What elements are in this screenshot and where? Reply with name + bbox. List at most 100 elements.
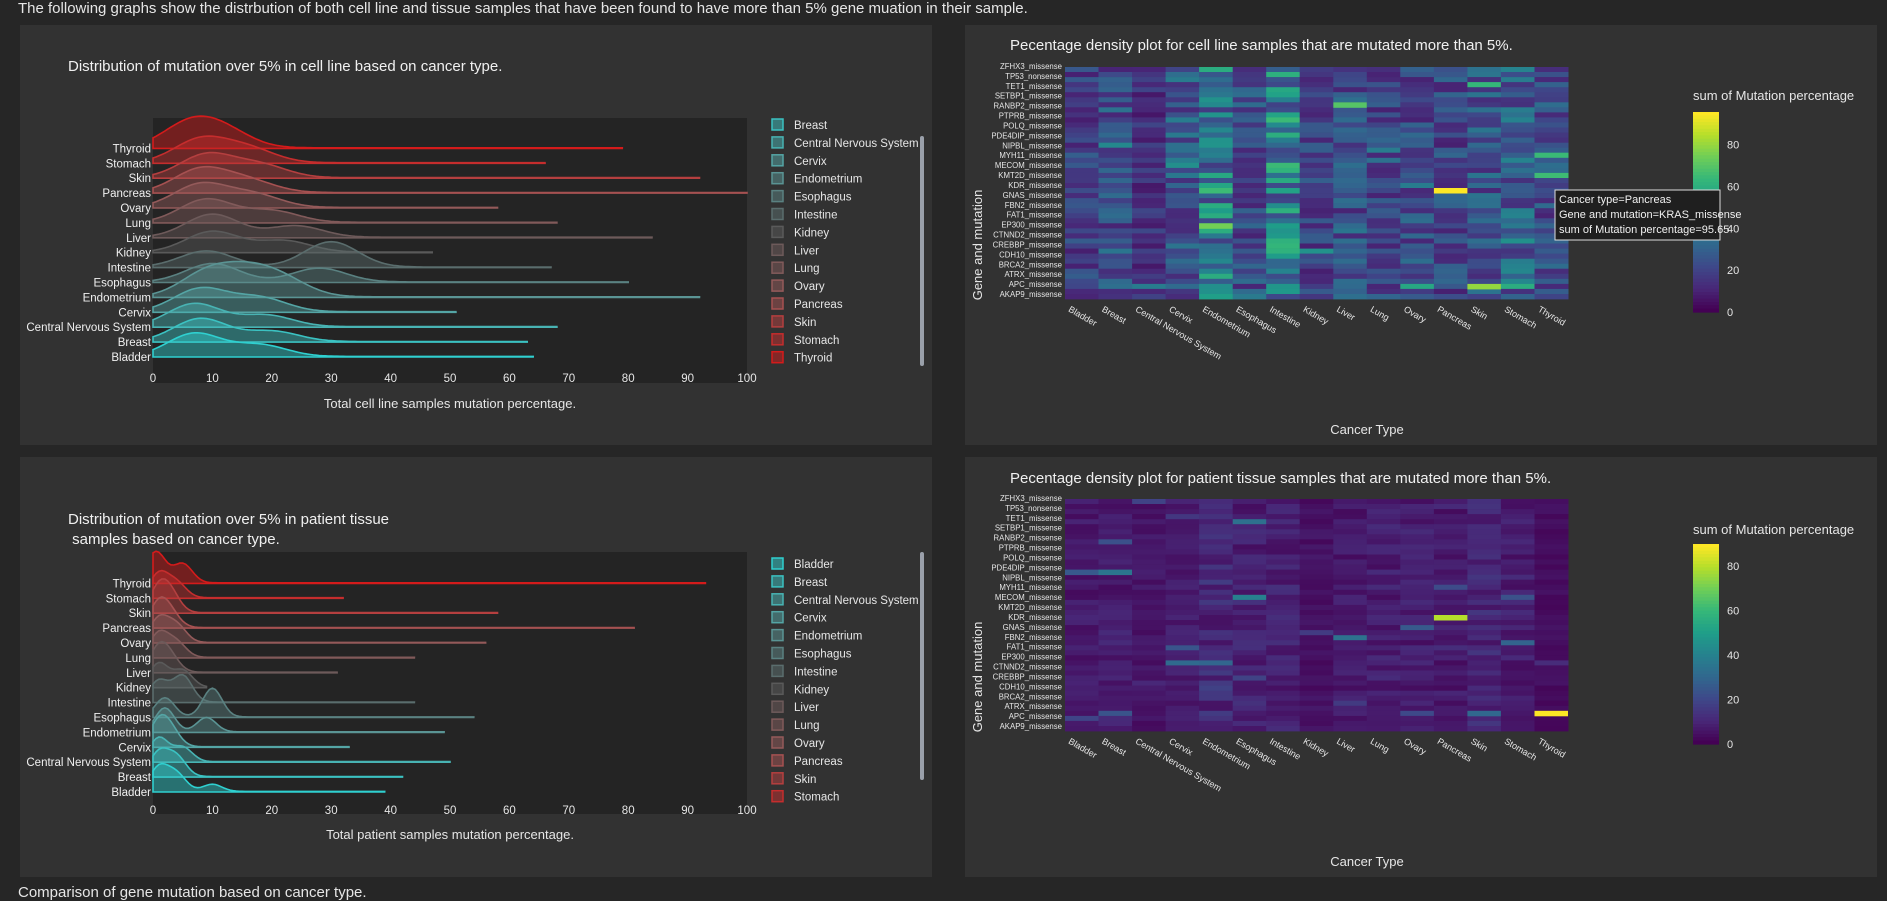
legend-swatch[interactable] (771, 261, 784, 274)
heat-cell[interactable] (1433, 107, 1468, 113)
heat-cell[interactable] (1534, 172, 1569, 179)
legend-item[interactable]: Endometrium (794, 631, 862, 643)
heat-cell[interactable] (1433, 589, 1468, 596)
heat-cell[interactable] (1098, 665, 1133, 671)
heat-cell[interactable] (1433, 524, 1468, 530)
heat-cell[interactable] (1098, 650, 1133, 656)
heat-cell[interactable] (1098, 162, 1133, 169)
heat-cell[interactable] (1433, 283, 1468, 290)
heat-cell[interactable] (1232, 263, 1267, 270)
heat-cell[interactable] (1232, 178, 1267, 184)
heat-cell[interactable] (1534, 72, 1569, 78)
heat-cell[interactable] (1333, 283, 1368, 290)
heat-cell[interactable] (1534, 524, 1569, 530)
heat-cell[interactable] (1165, 283, 1200, 290)
heat-cell[interactable] (1065, 147, 1099, 154)
heat-cell[interactable] (1065, 519, 1099, 525)
heat-cell[interactable] (1232, 574, 1267, 581)
heat-cell[interactable] (1467, 127, 1502, 133)
heat-cell[interactable] (1467, 288, 1502, 295)
heat-cell[interactable] (1534, 223, 1569, 229)
heat-cell[interactable] (1199, 549, 1234, 555)
heat-cell[interactable] (1467, 670, 1502, 676)
heat-cell[interactable] (1467, 82, 1502, 88)
heat-cell[interactable] (1333, 172, 1368, 179)
heat-cell[interactable] (1534, 499, 1569, 505)
heat-cell[interactable] (1266, 589, 1301, 596)
heat-cell[interactable] (1232, 167, 1267, 174)
heat-cell[interactable] (1500, 509, 1535, 515)
heat-cell[interactable] (1333, 137, 1368, 143)
heat-cell[interactable] (1098, 178, 1133, 184)
heat-cell[interactable] (1333, 610, 1368, 616)
heat-cell[interactable] (1098, 188, 1133, 194)
heat-cell[interactable] (1467, 248, 1502, 254)
heat-cell[interactable] (1132, 198, 1167, 204)
heat-cell[interactable] (1165, 544, 1200, 550)
heat-cell[interactable] (1165, 539, 1200, 545)
heat-cell[interactable] (1366, 710, 1401, 717)
heat-cell[interactable] (1333, 715, 1368, 722)
heat-cell[interactable] (1098, 152, 1133, 159)
heat-cell[interactable] (1366, 203, 1401, 209)
heat-cell[interactable] (1065, 278, 1099, 285)
heat-cell[interactable] (1333, 183, 1368, 189)
heat-cell[interactable] (1433, 569, 1468, 575)
heat-cell[interactable] (1132, 137, 1167, 143)
heat-cell-highlight[interactable] (1534, 710, 1569, 717)
heat-cell[interactable] (1333, 278, 1368, 285)
heat-cell[interactable] (1065, 233, 1099, 239)
heat-cell[interactable] (1333, 655, 1368, 661)
heat-cell[interactable] (1199, 635, 1234, 641)
heat-cell[interactable] (1232, 193, 1267, 199)
heat-cell[interactable] (1366, 620, 1401, 626)
legend-item[interactable]: Liver (794, 245, 819, 257)
heat-cell[interactable] (1098, 238, 1133, 244)
heat-cell[interactable] (1433, 167, 1468, 174)
heat-cell[interactable] (1299, 142, 1334, 149)
heat-cell[interactable] (1266, 700, 1301, 707)
heat-cell[interactable] (1065, 72, 1099, 78)
legend-item[interactable]: Intestine (794, 666, 837, 678)
heat-cell[interactable] (1433, 529, 1468, 535)
heat-cell[interactable] (1534, 720, 1569, 727)
heat-cell[interactable] (1199, 604, 1234, 611)
heat-cell[interactable] (1065, 529, 1099, 535)
heat-cell[interactable] (1199, 710, 1234, 717)
heat-cell[interactable] (1400, 650, 1435, 656)
heat-cell[interactable] (1199, 665, 1234, 671)
heat-cell[interactable] (1199, 167, 1234, 174)
heat-cell[interactable] (1299, 630, 1334, 636)
heat-cell[interactable] (1165, 685, 1200, 691)
heat-cell[interactable] (1500, 549, 1535, 555)
heat-cell[interactable] (1098, 248, 1133, 254)
heat-cell[interactable] (1132, 695, 1167, 702)
heat-cell[interactable] (1534, 127, 1569, 133)
heat-cell[interactable] (1065, 67, 1099, 73)
heat-cell[interactable] (1400, 112, 1435, 118)
heat-cell[interactable] (1299, 509, 1334, 515)
heat-cell[interactable] (1467, 685, 1502, 691)
heat-cell[interactable] (1500, 157, 1535, 164)
heat-cell[interactable] (1065, 524, 1099, 530)
heat-cell[interactable] (1165, 102, 1200, 108)
heat-cell[interactable] (1098, 258, 1133, 265)
heat-cell[interactable] (1299, 294, 1334, 300)
heat-cell[interactable] (1433, 610, 1468, 616)
heat-cell[interactable] (1065, 172, 1099, 179)
heat-cell[interactable] (1366, 132, 1401, 138)
heat-cell[interactable] (1132, 645, 1167, 651)
heat-cell[interactable] (1098, 193, 1133, 199)
heat-cell[interactable] (1366, 579, 1401, 586)
legend-swatch[interactable] (771, 350, 784, 364)
heat-cell[interactable] (1065, 554, 1099, 560)
heat-cell[interactable] (1500, 102, 1535, 108)
heat-cell[interactable] (1266, 137, 1301, 143)
heat-cell[interactable] (1199, 117, 1234, 123)
heat-cell[interactable] (1232, 675, 1267, 681)
heat-cell[interactable] (1098, 519, 1133, 525)
heat-cell[interactable] (1065, 645, 1099, 651)
heat-cell[interactable] (1232, 117, 1267, 123)
heat-cell[interactable] (1366, 640, 1401, 646)
heat-cell[interactable] (1266, 650, 1301, 656)
